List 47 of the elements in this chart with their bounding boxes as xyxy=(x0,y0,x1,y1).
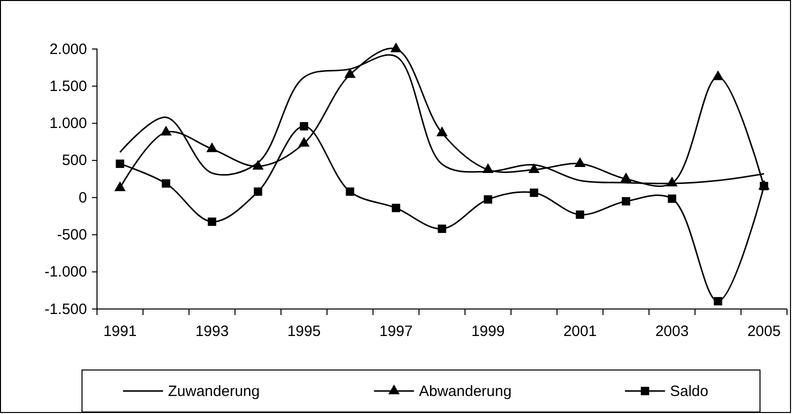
x-tick-label: 2003 xyxy=(655,323,689,340)
x-tick-label: 1997 xyxy=(379,323,413,340)
point xyxy=(668,194,676,203)
point xyxy=(116,160,124,168)
point xyxy=(530,188,538,197)
point xyxy=(622,197,630,206)
point xyxy=(390,42,402,52)
point xyxy=(208,218,216,226)
point xyxy=(620,172,632,182)
point xyxy=(162,179,170,188)
point xyxy=(436,126,448,136)
point xyxy=(666,176,678,186)
x-tick-label: 1999 xyxy=(471,323,505,340)
y-tick-label: 1.000 xyxy=(49,115,87,132)
legend-label: Abwanderung xyxy=(419,383,512,400)
x-tick-label: 1993 xyxy=(195,323,229,340)
point xyxy=(300,122,308,130)
y-tick-label: 500 xyxy=(62,152,87,170)
y-tick-label: -1.000 xyxy=(44,264,87,281)
point xyxy=(482,163,494,173)
point xyxy=(252,160,264,170)
point xyxy=(346,187,354,196)
point xyxy=(484,195,492,204)
x-tick-label: 2005 xyxy=(747,323,781,340)
point xyxy=(712,70,724,80)
y-tick-label: 1.500 xyxy=(49,78,87,95)
x-tick-label: 2001 xyxy=(563,323,597,340)
x-tick-label: 1991 xyxy=(103,323,137,340)
point xyxy=(206,142,218,152)
point xyxy=(438,224,446,233)
y-tick-label: -1.500 xyxy=(44,300,87,318)
point xyxy=(714,297,722,306)
point xyxy=(574,157,586,168)
point xyxy=(160,126,172,136)
legend-label: Zuwanderung xyxy=(168,383,260,400)
y-tick-label: 0 xyxy=(78,189,87,206)
point xyxy=(298,136,310,147)
legend-label: Saldo xyxy=(670,383,708,400)
y-tick-label: -500 xyxy=(56,226,87,244)
point xyxy=(528,163,540,173)
y-tick-label: 2.000 xyxy=(49,40,87,58)
x-tick-label: 1995 xyxy=(287,323,321,340)
point xyxy=(254,187,262,196)
point xyxy=(344,68,356,78)
point xyxy=(114,181,126,192)
point xyxy=(392,204,400,212)
point xyxy=(576,210,584,219)
